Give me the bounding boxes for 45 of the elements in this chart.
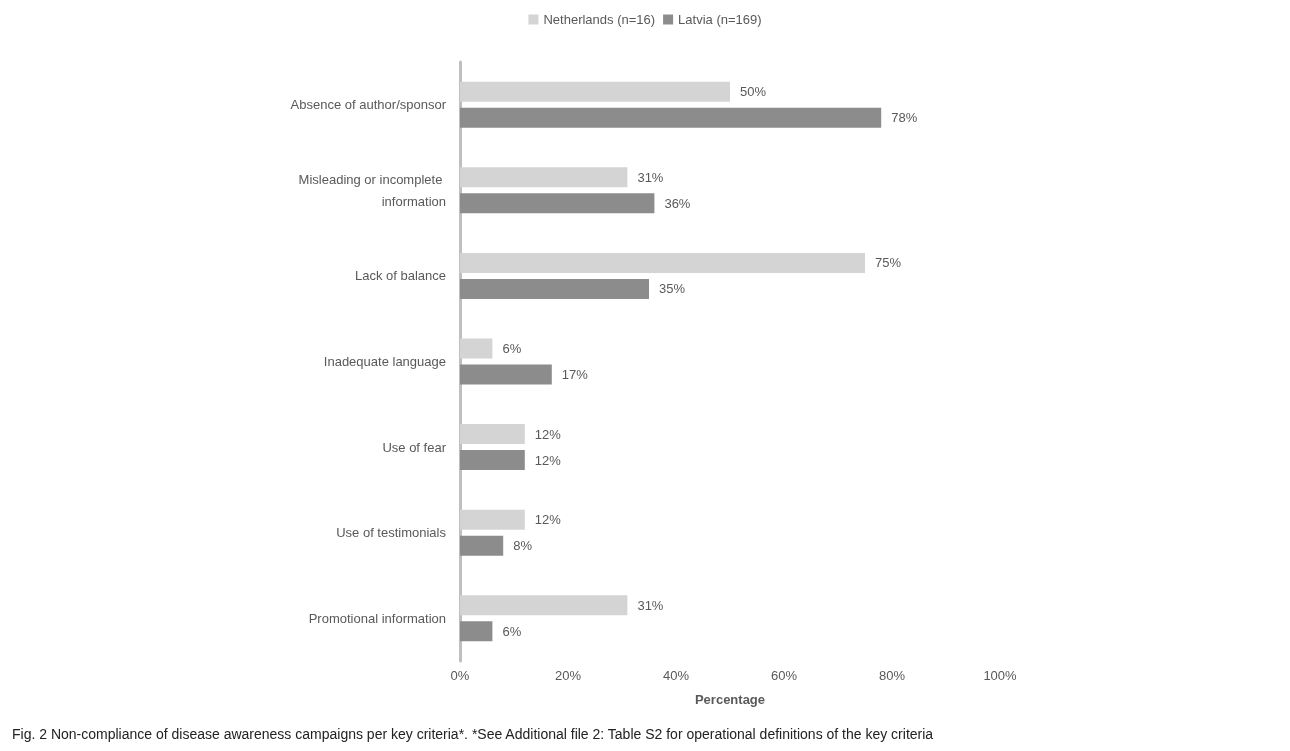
data-label: 12% [534, 426, 562, 442]
legend-label: Latvia (n=169) [678, 12, 762, 27]
data-label: 78% [891, 110, 918, 126]
y-tick-label: Use of fear [382, 439, 447, 455]
x-tick-label: 80% [878, 668, 906, 683]
bar [460, 621, 493, 642]
data-label: 12% [534, 512, 562, 528]
bar [460, 193, 655, 214]
bar [460, 535, 504, 556]
data-label: 8% [513, 538, 533, 554]
data-label: 6% [502, 623, 522, 639]
data-label: 36% [664, 195, 691, 211]
bar [460, 167, 628, 188]
bar [460, 278, 649, 299]
data-label: 75% [875, 255, 902, 271]
y-tick-label: Use of testimonials [336, 525, 447, 541]
data-label: 17% [561, 367, 589, 382]
bar [460, 338, 493, 359]
bar [460, 107, 882, 128]
bar [460, 509, 525, 530]
data-label: 31% [637, 597, 664, 613]
bar [460, 424, 525, 445]
data-label: 35% [659, 281, 686, 297]
data-label: 50% [740, 84, 767, 100]
y-tick-label: Absence of author/sponsor [290, 97, 447, 113]
x-tick-label: 0% [450, 668, 470, 683]
y-tick-label: Inadequate language [323, 354, 446, 369]
x-axis-title: Percentage [694, 692, 766, 707]
bar [460, 364, 552, 385]
legend-label: Netherlands (n=16) [543, 12, 656, 27]
bar [460, 252, 865, 273]
data-label: 12% [534, 452, 562, 468]
x-tick-label: 60% [770, 668, 798, 683]
bar [460, 450, 525, 471]
bar [460, 595, 628, 616]
data-label: 31% [637, 169, 664, 185]
x-tick-label: 20% [554, 668, 582, 683]
x-tick-label: 40% [662, 668, 690, 683]
y-tick-label: Promotional information [308, 610, 446, 626]
bar [460, 81, 730, 102]
y-tick-label: Misleading or incomplete information [298, 171, 446, 209]
y-tick-label: Lack of balance [354, 268, 446, 284]
x-tick-label: 100% [983, 668, 1018, 683]
data-label: 6% [502, 341, 522, 356]
caption: Fig. 2 Non-compliance of disease awareness campaigns per key criteria*. *See Additional file 2: Table S2 for operational definitions of the key criteria [12, 726, 934, 742]
